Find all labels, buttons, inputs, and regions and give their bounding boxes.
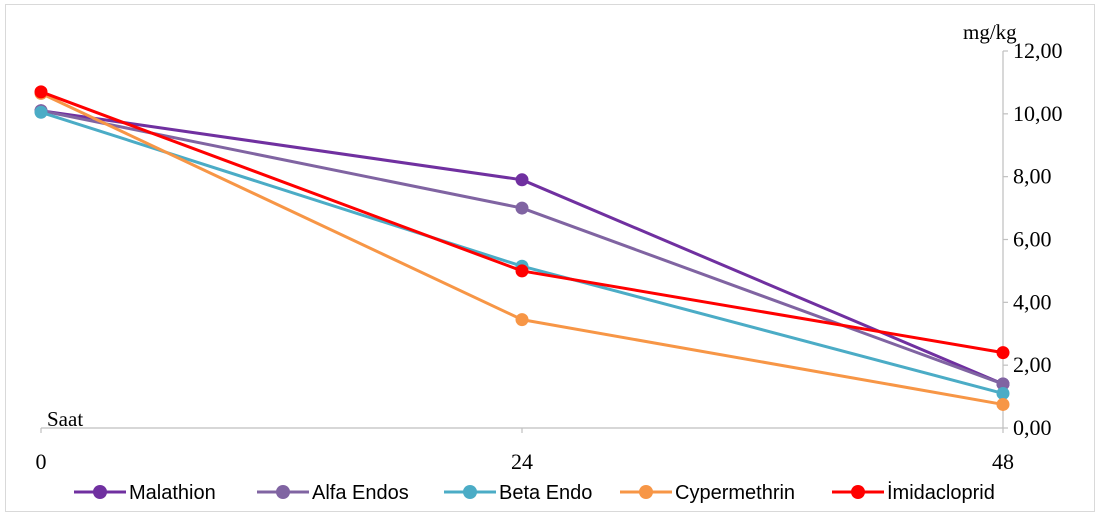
series-malathion — [34, 104, 1010, 391]
y-tick-label: 6,00 — [1013, 227, 1052, 252]
legend-label: Alfa Endos — [312, 482, 409, 504]
data-point — [996, 377, 1010, 391]
y-tick-label: 4,00 — [1013, 289, 1052, 314]
legend-swatch-marker — [276, 485, 290, 499]
data-point — [515, 201, 529, 215]
x-tick-label: 0 — [36, 449, 47, 474]
series-cypermethrin — [34, 86, 1010, 411]
legend-swatch-marker — [463, 485, 477, 499]
data-point — [996, 386, 1010, 400]
y-tick-label: 2,00 — [1013, 352, 1052, 377]
chart-frame — [5, 4, 1095, 512]
series-line — [40, 109, 1004, 386]
data-point — [34, 105, 48, 119]
legend-label: İmidacloprid — [887, 481, 995, 504]
series-alfa-endos — [34, 104, 1010, 391]
data-point — [515, 264, 529, 278]
series-beta-endo — [34, 105, 1010, 400]
legend-label: Beta Endo — [499, 482, 592, 504]
series-line — [40, 110, 1004, 395]
data-point — [996, 397, 1010, 411]
data-point — [34, 85, 48, 99]
data-point — [996, 346, 1010, 360]
series-group — [34, 85, 1010, 411]
y-tick-label: 12,00 — [1013, 38, 1063, 63]
legend-item: Cypermethrin — [620, 482, 795, 504]
y-tick-label: 0,00 — [1013, 415, 1052, 440]
legend-swatch-marker — [851, 485, 865, 499]
data-point — [515, 313, 529, 327]
axes — [41, 51, 1004, 429]
y-axis-title: mg/kg — [963, 20, 1017, 44]
legend-item: Malathion — [74, 482, 216, 504]
legend-label: Malathion — [129, 482, 216, 504]
y-axis-ticks: 0,00 2,00 4,00 6,00 8,00 10,00 12,00 — [1003, 38, 1063, 440]
legend-label: Cypermethrin — [675, 482, 795, 504]
data-point — [515, 173, 529, 187]
x-axis-title: Saat — [47, 407, 83, 431]
legend: Malathion Alfa Endos Beta Endo Cypermethrin… — [74, 481, 995, 504]
legend-swatch-marker — [93, 485, 107, 499]
legend-item: Beta Endo — [444, 482, 592, 504]
y-tick-label: 10,00 — [1013, 101, 1063, 126]
x-tick-label: 48 — [992, 449, 1014, 474]
x-axis-ticks: 0 24 48 — [36, 428, 1014, 474]
y-tick-label: 8,00 — [1013, 164, 1052, 189]
legend-item: Alfa Endos — [257, 482, 409, 504]
legend-item: İmidacloprid — [832, 481, 995, 504]
series-i-midacloprid — [34, 85, 1010, 360]
legend-swatch-marker — [639, 485, 653, 499]
series-line — [40, 109, 1004, 386]
x-tick-label: 24 — [511, 449, 533, 474]
